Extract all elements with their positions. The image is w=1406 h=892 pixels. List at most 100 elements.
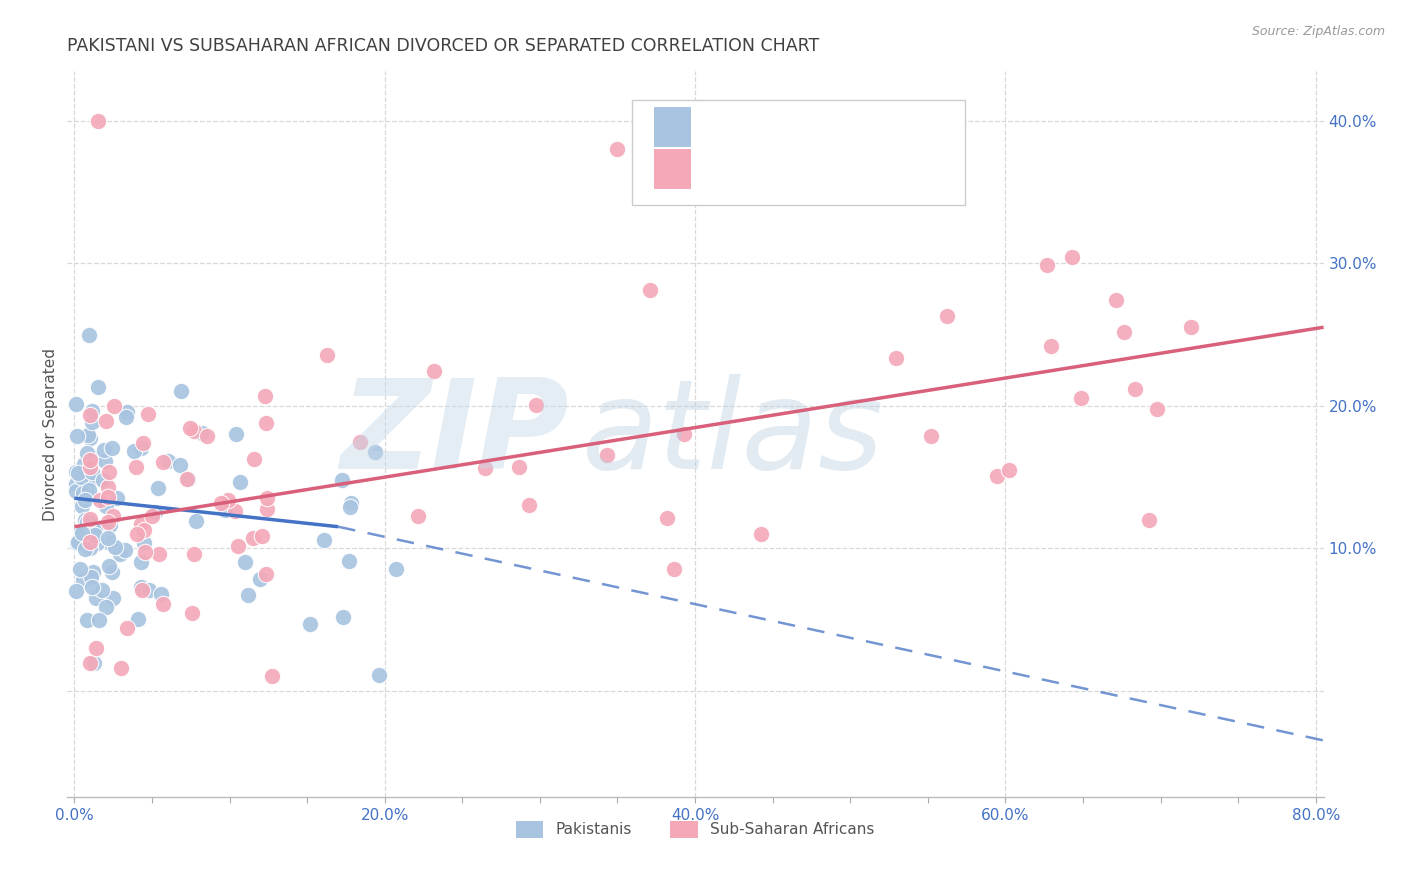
Point	[79, 515, 101, 529]
Point	[80, 404, 103, 418]
Point	[339, 500, 361, 514]
Point	[70, 525, 93, 540]
Point	[935, 309, 957, 323]
Point	[183, 424, 205, 438]
Point	[67, 466, 90, 480]
Point	[94, 499, 117, 513]
Point	[250, 529, 273, 543]
Point	[79, 408, 101, 422]
Point	[82, 580, 104, 594]
Point	[65, 477, 87, 491]
Point	[76, 516, 98, 530]
Point	[97, 531, 120, 545]
Point	[65, 584, 87, 599]
Point	[423, 364, 446, 378]
Point	[136, 408, 159, 422]
Point	[79, 453, 101, 467]
Point	[77, 483, 100, 497]
Point	[80, 465, 103, 479]
Point	[65, 465, 87, 479]
Point	[132, 536, 155, 550]
Point	[150, 587, 173, 601]
Point	[920, 429, 942, 443]
Point	[108, 547, 131, 561]
Point	[298, 616, 321, 631]
Point	[131, 555, 153, 569]
Point	[148, 547, 170, 561]
Point	[183, 547, 205, 561]
Point	[79, 535, 101, 549]
Point	[86, 113, 108, 128]
Point	[129, 441, 152, 455]
Point	[124, 443, 146, 458]
Point	[184, 514, 207, 528]
Point	[254, 566, 277, 581]
Point	[65, 536, 87, 550]
Point	[606, 142, 628, 156]
Point	[70, 500, 93, 514]
Point	[84, 640, 107, 655]
Point	[98, 535, 121, 549]
Point	[191, 425, 214, 440]
Point	[233, 555, 256, 569]
Point	[72, 486, 94, 500]
Point	[195, 429, 218, 443]
Point	[101, 565, 124, 579]
FancyBboxPatch shape	[654, 107, 692, 147]
Point	[998, 463, 1021, 477]
Point	[131, 583, 153, 598]
Point	[104, 540, 127, 554]
Point	[69, 561, 91, 575]
Text: 0.388: 0.388	[755, 166, 803, 184]
Point	[101, 508, 124, 523]
Point	[76, 428, 98, 442]
Point	[638, 283, 661, 297]
Point	[114, 543, 136, 558]
Point	[101, 441, 124, 455]
Point	[67, 535, 90, 549]
Point	[79, 431, 101, 445]
Point	[73, 457, 96, 471]
Point	[655, 511, 678, 525]
Point	[134, 545, 156, 559]
Point	[1123, 382, 1146, 396]
Point	[127, 527, 149, 541]
Point	[214, 503, 236, 517]
Point	[80, 532, 103, 546]
Point	[79, 656, 101, 670]
Point	[332, 610, 354, 624]
Point	[73, 542, 96, 557]
Point	[127, 611, 149, 625]
Text: ZIP: ZIP	[340, 374, 569, 494]
Point	[86, 535, 108, 549]
Point	[152, 598, 174, 612]
Point	[243, 452, 266, 467]
Point	[152, 455, 174, 469]
Point	[94, 454, 117, 468]
Point	[217, 493, 239, 508]
Point	[97, 480, 120, 494]
Point	[73, 513, 96, 527]
Point	[474, 460, 496, 475]
Point	[66, 428, 89, 442]
Point	[115, 621, 138, 635]
Point	[1180, 320, 1202, 334]
Point	[65, 483, 87, 498]
Y-axis label: Divorced or Separated: Divorced or Separated	[44, 348, 58, 521]
Point	[1112, 326, 1135, 340]
Point	[103, 399, 125, 413]
Point	[97, 490, 120, 504]
Point	[256, 491, 278, 505]
FancyBboxPatch shape	[654, 149, 692, 189]
Point	[114, 409, 136, 424]
Point	[1146, 402, 1168, 417]
Text: -0.078: -0.078	[755, 122, 808, 140]
Point	[249, 572, 271, 586]
Point	[87, 380, 110, 394]
Point	[672, 427, 695, 442]
Point	[110, 661, 132, 675]
Point	[131, 435, 153, 450]
Point	[91, 583, 114, 598]
Point	[145, 505, 167, 519]
Point	[224, 504, 246, 518]
